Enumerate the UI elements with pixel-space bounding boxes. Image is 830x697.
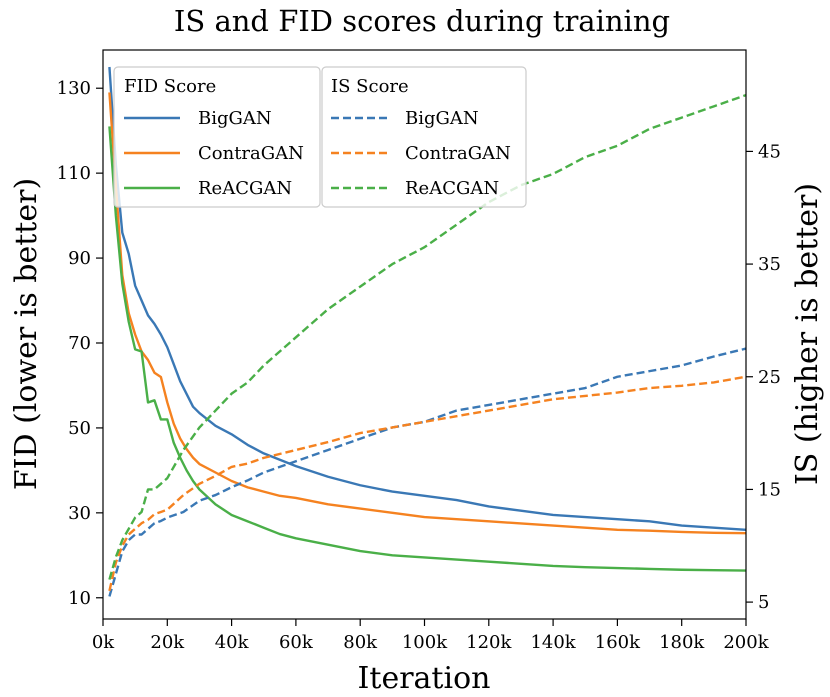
- x-tick-label-8: 160k: [595, 632, 641, 653]
- x-tick-label-3: 60k: [279, 632, 314, 653]
- fid-legend-label-reacgan: ReACGAN: [198, 178, 292, 199]
- legend-is-score: IS Score BigGAN ContraGAN ReACGAN: [321, 66, 527, 208]
- y-left-tick-label-2: 50: [68, 418, 91, 439]
- x-tick-label-6: 120k: [466, 632, 512, 653]
- legend-fid-score: FID Score BigGAN ContraGAN ReACGAN: [113, 66, 321, 208]
- y-right-axis-title: IS (higher is better): [790, 183, 825, 485]
- is-series-reacgan: [108, 93, 747, 580]
- x-tick-label-2: 40k: [215, 632, 250, 653]
- legend-is-title: IS Score: [331, 76, 409, 97]
- legend-fid-title: FID Score: [124, 76, 216, 97]
- x-tick-label-9: 180k: [659, 632, 705, 653]
- y-left-axis-title: FID (lower is better): [9, 178, 44, 490]
- fid-series-biggan: [108, 66, 747, 532]
- fid-series-reacgan: [108, 126, 747, 572]
- fid-series-contragan: [108, 92, 747, 535]
- y-left-axis: 10 30 50 70 90 110 130: [57, 78, 103, 609]
- y-left-tick-label-5: 110: [57, 163, 91, 184]
- y-left-tick-label-3: 70: [68, 333, 91, 354]
- x-axis-title: Iteration: [358, 661, 491, 696]
- legend-is-entries: BigGAN ContraGAN ReACGAN: [331, 108, 511, 199]
- x-axis: 0k 20k 40k 60k 80k 100k 120k 140k 160k 180k 200k: [92, 619, 770, 653]
- is-legend-label-reacgan: ReACGAN: [405, 178, 499, 199]
- fid-lines: [108, 66, 747, 572]
- fid-legend-label-contragan: ContraGAN: [198, 143, 304, 164]
- chart-title: IS and FID scores during training: [174, 4, 670, 38]
- is-legend-label-contragan: ContraGAN: [405, 143, 511, 164]
- x-tick-label-7: 140k: [530, 632, 576, 653]
- is-lines: [108, 93, 747, 597]
- is-legend-label-biggan: BigGAN: [405, 108, 479, 129]
- x-tick-label-10: 200k: [723, 632, 769, 653]
- x-tick-label-5: 100k: [402, 632, 448, 653]
- plot-area: [108, 66, 747, 597]
- fid-legend-label-biggan: BigGAN: [198, 108, 272, 129]
- x-tick-label-4: 80k: [343, 632, 378, 653]
- legend-fid-entries: BigGAN ContraGAN ReACGAN: [124, 108, 304, 199]
- y-right-tick-label-2: 25: [758, 367, 781, 388]
- y-left-tick-label-6: 130: [57, 78, 91, 99]
- legend-fid-box: [113, 66, 321, 208]
- y-right-tick-label-3: 35: [758, 254, 781, 275]
- x-tick-label-1: 20k: [150, 632, 185, 653]
- legend-is-box: [321, 66, 527, 208]
- is-series-contragan: [108, 375, 747, 592]
- y-left-tick-label-0: 10: [68, 588, 91, 609]
- x-tick-label-0: 0k: [92, 632, 115, 653]
- y-right-tick-label-0: 5: [758, 592, 769, 613]
- y-right-tick-label-4: 45: [758, 141, 781, 162]
- y-left-tick-label-1: 30: [68, 503, 91, 524]
- y-right-axis: 5 15 25 35 45: [746, 141, 781, 613]
- is-series-biggan: [108, 347, 747, 597]
- y-left-tick-label-4: 90: [68, 248, 91, 269]
- y-right-tick-label-1: 15: [758, 479, 781, 500]
